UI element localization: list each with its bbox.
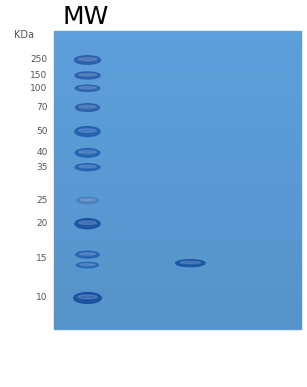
Ellipse shape: [74, 293, 101, 303]
Ellipse shape: [76, 104, 99, 111]
Text: 10: 10: [36, 293, 48, 303]
Ellipse shape: [80, 199, 95, 201]
Text: 100: 100: [30, 84, 48, 93]
Ellipse shape: [76, 262, 99, 268]
Ellipse shape: [79, 221, 96, 224]
Ellipse shape: [75, 85, 100, 91]
Ellipse shape: [75, 219, 100, 229]
Text: 40: 40: [36, 148, 48, 158]
Text: MW: MW: [63, 5, 109, 29]
Text: 15: 15: [36, 254, 48, 263]
Ellipse shape: [176, 260, 205, 267]
Ellipse shape: [79, 87, 96, 89]
Ellipse shape: [78, 58, 97, 61]
Text: 150: 150: [30, 71, 48, 80]
Text: 50: 50: [36, 127, 48, 136]
Ellipse shape: [79, 129, 96, 132]
Ellipse shape: [79, 74, 96, 76]
Text: 35: 35: [36, 163, 48, 172]
Ellipse shape: [76, 251, 99, 258]
Text: 250: 250: [30, 55, 48, 65]
Ellipse shape: [78, 295, 97, 299]
Ellipse shape: [79, 151, 96, 154]
Bar: [54, 31, 301, 329]
Ellipse shape: [77, 197, 98, 204]
Ellipse shape: [74, 56, 100, 64]
Text: KDa: KDa: [14, 30, 34, 40]
Ellipse shape: [75, 149, 100, 157]
Ellipse shape: [75, 164, 100, 171]
Ellipse shape: [80, 264, 95, 265]
Ellipse shape: [79, 165, 96, 168]
Ellipse shape: [79, 106, 96, 108]
Text: 20: 20: [36, 219, 48, 228]
Ellipse shape: [75, 72, 100, 79]
Ellipse shape: [180, 261, 200, 264]
Text: 25: 25: [36, 196, 48, 205]
Ellipse shape: [75, 127, 100, 137]
Ellipse shape: [79, 253, 96, 255]
Text: 70: 70: [36, 103, 48, 112]
